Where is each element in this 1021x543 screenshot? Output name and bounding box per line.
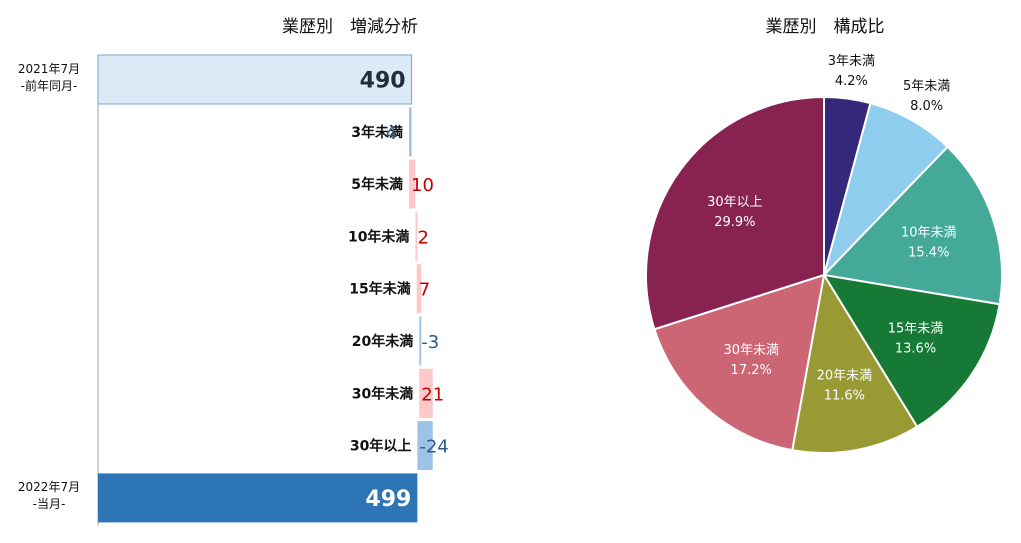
pie-slice-percent: 17.2% [731,363,772,378]
pie-slice-label: 3年未満 [828,54,875,69]
bar-30年未満 [419,368,433,418]
bar-start-total-value: 490 [360,69,406,94]
pie-slice-15年未満 [822,273,1001,429]
end-period-date: 2022年7月 [17,480,81,494]
value-label: -24 [419,437,448,458]
category-label: 20年未満 [352,333,413,350]
category-label: 5年未満 [351,176,403,193]
category-label: 15年未満 [349,281,410,298]
pie-slice-percent: 13.6% [895,342,936,357]
category-label: 30年以上 [350,438,411,455]
pie-slice-percent: 29.9% [714,215,755,230]
pie-slice-5年未満 [823,101,949,276]
bar-20年未満 [419,316,422,366]
category-label: 30年未満 [352,385,413,402]
start-period-date: 2021年7月 [17,62,81,76]
pie-slice-30年以上 [645,95,825,331]
bar-3年未満 [409,107,412,157]
pie-slice-20年未満 [791,272,919,454]
bar-end-total [98,473,418,523]
value-label: -4 [379,123,397,144]
category-label: 3年未満 [351,124,403,141]
pie-slice-label: 15年未満 [888,322,944,337]
value-label: 21 [421,384,444,405]
pie-slice-percent: 4.2% [835,74,868,89]
pie-slice-label: 30年未満 [723,343,779,358]
pie-slice-30年未満 [653,273,826,452]
pie-title: 業歴別 構成比 [765,17,885,37]
bar-10年未満 [415,211,418,261]
pie-slice-10年未満 [821,145,1003,306]
pie-slice-percent: 11.6% [824,388,865,403]
waterfall-title: 業歴別 増減分析 [282,17,418,37]
pie-slice-percent: 8.0% [910,99,943,114]
category-label: 10年未満 [348,228,409,245]
start-period-sub: -前年同月- [20,79,78,93]
start-period-label: 2021年7月 -前年同月- [0,61,98,95]
bar-5年未満 [409,159,416,209]
bar-30年以上 [417,421,433,471]
bar-end-total-value: 499 [365,487,411,512]
value-label: 2 [417,227,428,248]
value-label: 10 [411,175,434,196]
end-period-label: 2022年7月 -当月- [0,479,98,513]
end-period-sub: -当月- [32,497,66,511]
pie-slice-label: 30年以上 [707,195,763,210]
pie-slice-percent: 15.4% [908,245,949,260]
value-label: -3 [421,332,439,353]
bar-start-total [97,54,413,105]
bar-15年未満 [416,264,422,314]
pie-slice-label: 10年未満 [901,225,957,240]
pie-slice-label: 5年未満 [903,79,950,94]
value-label: 7 [419,280,430,301]
pie-slice-label: 20年未満 [817,368,873,383]
